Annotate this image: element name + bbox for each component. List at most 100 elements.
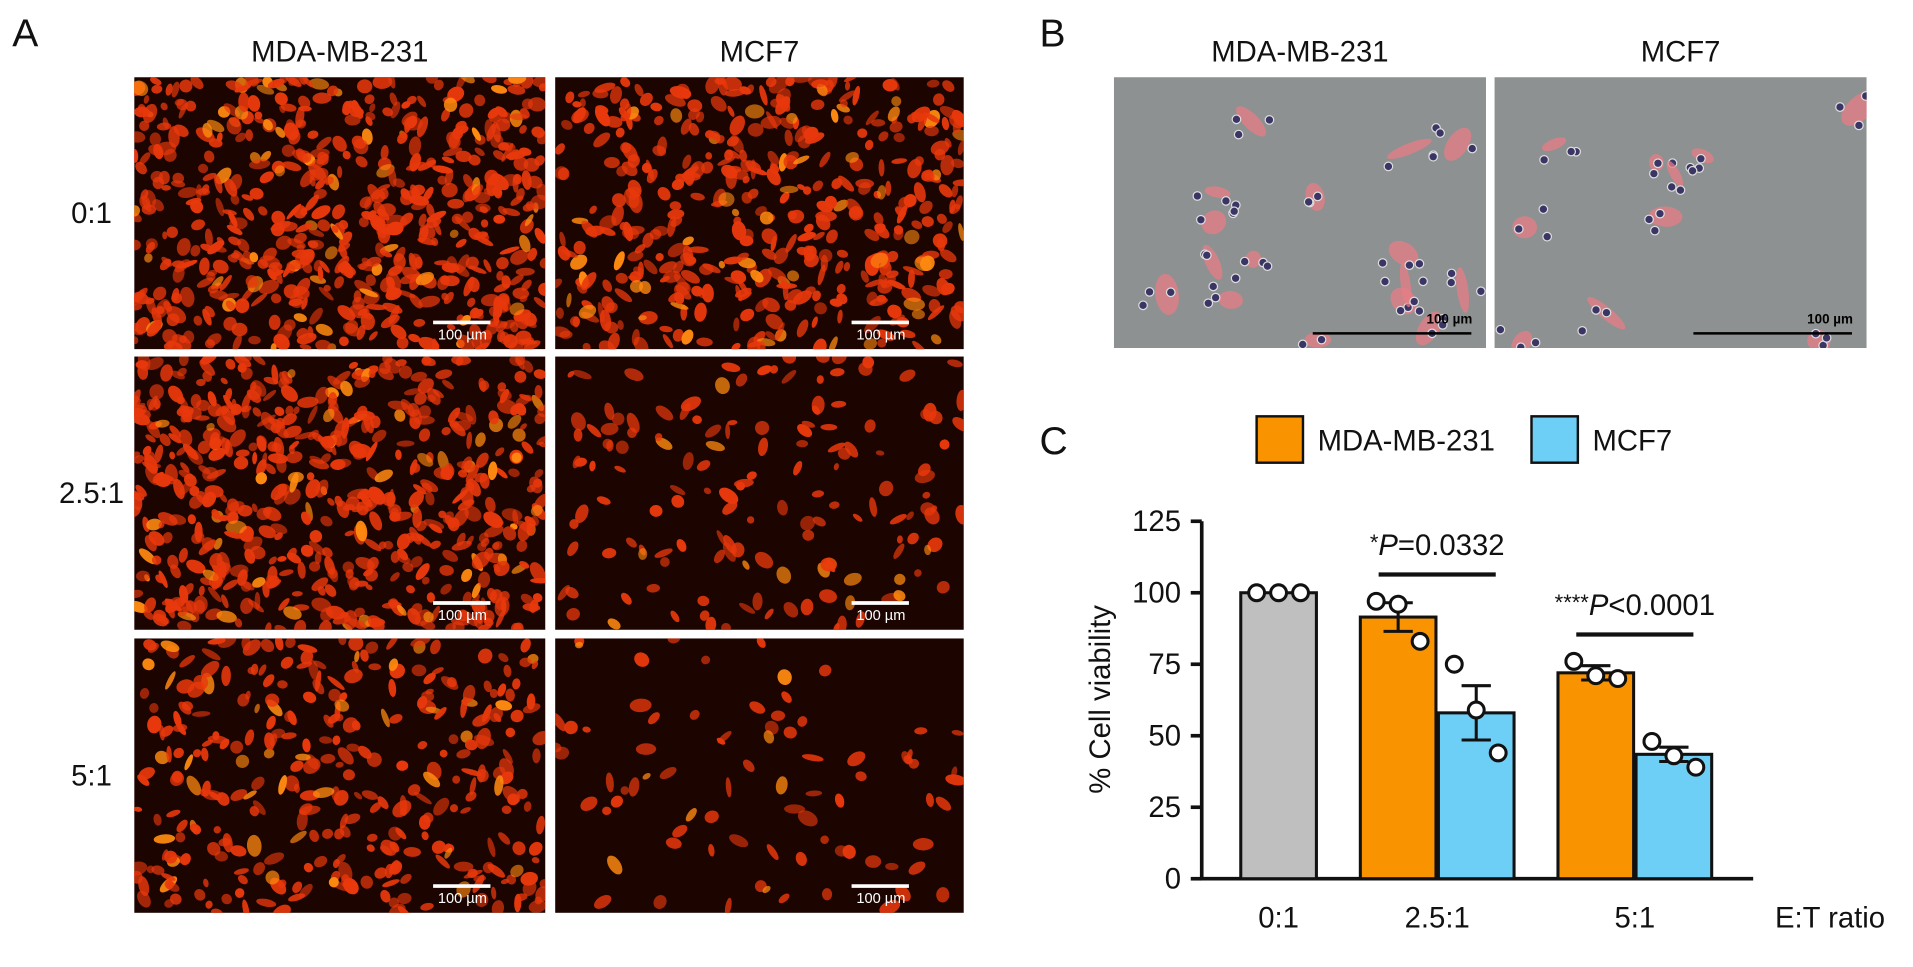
cell <box>447 407 461 423</box>
cell <box>159 258 172 271</box>
cell <box>523 801 532 812</box>
cell <box>750 269 764 283</box>
cell <box>144 597 157 613</box>
cell <box>160 102 168 111</box>
cell <box>380 708 390 728</box>
cell <box>148 144 163 156</box>
cell <box>796 439 809 448</box>
cell <box>237 238 250 252</box>
cell <box>696 460 711 471</box>
cell <box>878 131 889 142</box>
cell <box>939 439 950 450</box>
cell <box>530 577 546 584</box>
effector-cell <box>1854 120 1864 131</box>
cell <box>368 663 382 671</box>
cell <box>388 826 402 841</box>
cell <box>819 589 838 603</box>
cell <box>852 513 863 522</box>
cell <box>507 414 522 429</box>
cell <box>496 321 508 333</box>
cell <box>290 830 307 844</box>
cell <box>895 884 911 902</box>
cell <box>253 862 266 876</box>
cell <box>308 78 330 90</box>
cell <box>275 126 286 138</box>
cell <box>803 223 814 233</box>
cell <box>222 579 239 591</box>
cell <box>345 319 359 334</box>
cell <box>295 753 311 761</box>
cell <box>642 772 651 780</box>
cell <box>417 378 434 394</box>
cell <box>234 888 245 898</box>
data-point <box>1366 591 1386 611</box>
cell <box>262 580 270 598</box>
cell <box>515 357 525 370</box>
cell <box>951 184 959 198</box>
cell <box>149 132 161 146</box>
cell <box>235 132 247 143</box>
cell <box>685 808 697 822</box>
cell <box>922 491 931 499</box>
cell <box>837 309 843 324</box>
cell <box>781 370 797 384</box>
cell <box>477 648 493 664</box>
cell <box>572 101 582 108</box>
cell <box>770 710 786 721</box>
cell <box>834 793 845 808</box>
cell <box>690 192 705 201</box>
cell <box>237 875 248 885</box>
cell <box>426 157 437 168</box>
cell <box>293 406 300 415</box>
cell <box>891 158 908 164</box>
cell <box>747 123 764 137</box>
cell <box>452 775 461 784</box>
cell <box>181 701 194 711</box>
cell <box>659 275 670 283</box>
cell <box>339 692 348 702</box>
cell <box>920 255 935 272</box>
cell <box>331 225 339 233</box>
cell <box>507 84 526 95</box>
cell <box>346 743 360 752</box>
legend-label: MCF7 <box>1592 424 1672 457</box>
cell <box>282 161 302 172</box>
cell <box>780 280 788 289</box>
cell <box>327 568 338 579</box>
cell <box>769 365 779 374</box>
cell <box>957 140 964 156</box>
cell <box>180 286 195 308</box>
cell <box>924 507 940 525</box>
effector-cell <box>1601 307 1612 318</box>
cell <box>811 395 825 415</box>
cell <box>625 537 637 548</box>
legend-swatch <box>1255 415 1305 464</box>
cell <box>335 761 344 768</box>
cell <box>506 874 517 885</box>
cell <box>791 77 813 83</box>
cell <box>654 115 664 126</box>
cell <box>843 572 862 586</box>
cell <box>235 754 250 768</box>
cell <box>180 398 189 415</box>
cell <box>398 365 413 379</box>
cell <box>638 548 648 560</box>
cell <box>620 142 631 154</box>
cell <box>555 742 562 753</box>
cell <box>430 639 441 655</box>
cell <box>491 886 497 900</box>
cell <box>168 126 180 148</box>
cell <box>267 268 277 281</box>
cell <box>767 150 780 166</box>
cell <box>175 832 186 843</box>
cell <box>421 691 435 702</box>
cell <box>505 727 516 738</box>
cell <box>716 134 725 144</box>
cell <box>338 638 347 646</box>
cell <box>577 90 590 98</box>
cell <box>467 868 478 879</box>
cell <box>831 356 847 365</box>
cell <box>914 727 928 735</box>
cell <box>364 195 374 210</box>
row-label: 5:1 <box>71 759 112 792</box>
